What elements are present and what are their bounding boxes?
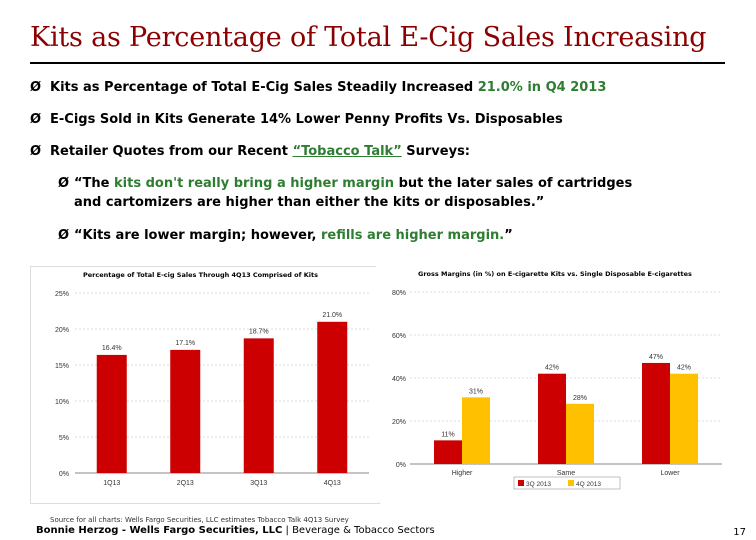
y-tick-label: 0% <box>59 471 69 478</box>
x-tick-label: 4Q13 <box>324 480 341 487</box>
y-tick-label: 40% <box>392 376 406 383</box>
data-label: 42% <box>677 365 691 372</box>
gross-margin-chart: Gross Margins (in %) on E-cigarette Kits… <box>376 266 728 502</box>
bullet-retailer-quotes: Ø Retailer Quotes from our Recent “Tobacc… <box>30 144 470 159</box>
x-tick-label: 3Q13 <box>250 480 267 487</box>
legend-swatch <box>518 480 524 486</box>
data-label: 28% <box>573 395 587 402</box>
bullet-text: Surveys: <box>401 144 471 159</box>
quote-text: “The <box>74 176 115 191</box>
bar <box>462 397 490 464</box>
page-number: 17 <box>733 527 746 538</box>
bar <box>96 354 127 473</box>
source-note: Source for all charts: Wells Fargo Secur… <box>50 516 349 524</box>
bar <box>670 373 698 464</box>
legend-label: 3Q 2013 <box>526 481 551 488</box>
bar <box>170 349 201 473</box>
bar <box>642 362 670 464</box>
bullet-kits-percentage: Ø Kits as Percentage of Total E-Cig Sales… <box>30 80 606 95</box>
y-tick-label: 20% <box>55 327 69 334</box>
arrow-bullet-icon: Ø <box>58 228 70 243</box>
arrow-bullet-icon: Ø <box>58 176 70 191</box>
bar <box>538 373 566 464</box>
data-label: 31% <box>469 388 483 395</box>
y-tick-label: 5% <box>59 435 69 442</box>
x-tick-label: 2Q13 <box>177 480 194 487</box>
quote-1-line-2: and cartomizers are higher than either t… <box>74 195 545 210</box>
y-tick-label: 0% <box>396 462 406 469</box>
quote-text: but the later sales of cartridges <box>394 176 633 191</box>
footer-sector: | Beverage & Tobacco Sectors <box>282 525 435 536</box>
bar <box>243 338 274 473</box>
data-label: 18.7% <box>249 328 269 335</box>
data-label: 17.1% <box>175 340 195 347</box>
y-tick-label: 60% <box>392 333 406 340</box>
y-tick-label: 25% <box>55 291 69 298</box>
bar <box>566 403 594 464</box>
y-tick-label: 80% <box>392 290 406 297</box>
y-tick-label: 10% <box>55 399 69 406</box>
legend-swatch <box>568 480 574 486</box>
bullet-penny-profits: Ø E-Cigs Sold in Kits Generate 14% Lower … <box>30 112 563 127</box>
bar <box>434 440 462 464</box>
data-label: 42% <box>545 365 559 372</box>
data-label: 11% <box>441 431 455 438</box>
chart-title: Percentage of Total E-cig Sales Through … <box>83 271 318 279</box>
x-tick-label: Same <box>557 470 575 477</box>
data-label: 16.4% <box>102 345 122 352</box>
gross-margin-chart-plot: 0% 20% 40% 60% 80% 11% 31% Higher 42% 28% Same 47% 4… <box>392 290 722 490</box>
y-tick-label: 20% <box>392 419 406 426</box>
footer-author: Bonnie Herzog - Wells Fargo Securities, … <box>36 525 283 536</box>
bullet-text: E-Cigs Sold in Kits Generate 14% Lower P… <box>50 112 563 127</box>
quote-text: “Kits are lower margin; however, <box>74 228 321 243</box>
legend-box <box>513 476 621 490</box>
x-tick-label: Lower <box>660 470 680 477</box>
data-label: 47% <box>649 354 663 361</box>
chart-title: Gross Margins (in %) on E-cigarette Kits… <box>418 270 692 278</box>
title-divider <box>30 62 725 64</box>
bar <box>317 321 348 473</box>
bullet-text: Kits as Percentage of Total E-Cig Sales … <box>50 80 478 95</box>
arrow-bullet-icon: Ø <box>30 80 42 95</box>
bullet-text: Retailer Quotes from our Recent <box>50 144 293 159</box>
tobacco-talk-link: “Tobacco Talk” <box>292 144 402 159</box>
x-tick-label: 1Q13 <box>103 480 120 487</box>
x-tick-label: Higher <box>452 470 473 477</box>
arrow-bullet-icon: Ø <box>30 144 42 159</box>
kits-share-chart: Percentage of Total E-cig Sales Through … <box>30 266 380 504</box>
quote-text: ” <box>504 228 513 243</box>
slide-title: Kits as Percentage of Total E-Cig Sales … <box>30 22 707 53</box>
footer: Bonnie Herzog - Wells Fargo Securities, … <box>36 525 435 536</box>
bullet-highlight: 21.0% in Q4 2013 <box>477 80 607 95</box>
quote-highlight: kits don't really bring a higher margin <box>114 176 395 191</box>
quote-highlight: refills are higher margin. <box>320 228 505 243</box>
kits-share-chart-plot: 0% 5% 10% 15% 20% 25% 16.4% 1Q13 17.1% 2Q13 18.7% 3… <box>55 291 369 487</box>
legend-label: 4Q 2013 <box>576 481 601 488</box>
y-tick-label: 15% <box>55 363 69 370</box>
quote-2: Ø “Kits are lower margin; however, refill… <box>58 228 513 243</box>
data-label: 21.0% <box>322 312 342 319</box>
arrow-bullet-icon: Ø <box>30 112 42 127</box>
quote-1: Ø “The kits don't really bring a higher m… <box>58 176 632 191</box>
